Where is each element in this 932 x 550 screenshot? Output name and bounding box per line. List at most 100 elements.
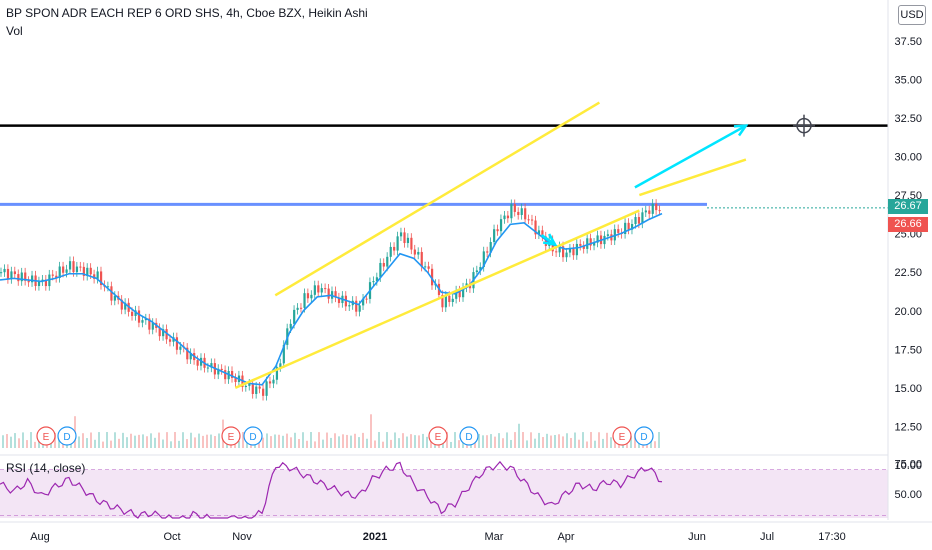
- candle-body: [389, 246, 392, 257]
- event-label: D: [465, 432, 472, 443]
- candle-body: [355, 300, 358, 312]
- event-circle: [221, 426, 241, 446]
- candle-body: [579, 243, 582, 246]
- candle-body: [575, 243, 579, 256]
- candle-body: [55, 275, 58, 278]
- candle-body: [62, 266, 65, 273]
- event-label: D: [63, 432, 70, 443]
- earnings-event-icon[interactable]: E: [221, 426, 241, 446]
- candle-body: [399, 232, 403, 237]
- volume-bar: [634, 433, 636, 448]
- volume-bar: [506, 432, 508, 448]
- volume-bar: [370, 414, 372, 448]
- candle-body: [510, 204, 513, 219]
- candle-body: [651, 203, 654, 214]
- volume-bar: [330, 437, 332, 448]
- candle-body: [634, 217, 637, 225]
- candle-body: [589, 238, 592, 246]
- volume-bar: [290, 437, 292, 448]
- y-tick-label: 17.50: [894, 344, 922, 356]
- volume-bar: [246, 441, 248, 448]
- x-tick-label: Nov: [232, 531, 252, 543]
- x-tick-label: Jun: [688, 531, 706, 543]
- candle-body: [196, 360, 199, 366]
- volume-bar: [182, 432, 184, 448]
- candle-body: [362, 298, 365, 306]
- candle-body: [530, 219, 534, 221]
- volume-bar: [598, 432, 600, 448]
- trendline: [234, 209, 640, 390]
- last-price-tag: 26.67: [888, 199, 928, 214]
- volume-bar: [94, 439, 96, 448]
- candle-body: [86, 267, 89, 276]
- candle-body: [603, 235, 606, 245]
- volume-bar: [282, 435, 284, 448]
- candle-body: [124, 302, 127, 310]
- earnings-event-icon[interactable]: E: [428, 426, 448, 446]
- earnings-event-icon[interactable]: E: [612, 426, 632, 446]
- arrow-head: [542, 233, 558, 247]
- candle-body: [10, 271, 13, 280]
- event-circle: [243, 426, 263, 446]
- candle-body: [248, 383, 251, 386]
- volume-bar: [210, 434, 212, 448]
- candle-body: [58, 266, 61, 278]
- volume-bar: [590, 432, 592, 448]
- candle-body: [317, 285, 320, 293]
- dividend-event-icon[interactable]: D: [634, 426, 654, 446]
- volume-bar: [558, 434, 560, 448]
- candle-body: [75, 266, 79, 273]
- dividend-event-icon[interactable]: D: [57, 426, 77, 446]
- candle-body: [17, 274, 20, 282]
- volume-bar: [186, 439, 188, 448]
- candle-body: [334, 291, 337, 298]
- currency-button[interactable]: USD: [898, 5, 926, 25]
- dividend-event-icon[interactable]: D: [459, 426, 479, 446]
- candle-body: [648, 210, 651, 214]
- volume-bar: [146, 436, 148, 448]
- candle-body: [275, 367, 279, 380]
- moving-average-line: [0, 212, 663, 386]
- candle-body: [427, 266, 430, 269]
- candle-body: [255, 386, 258, 394]
- rsi-tick-label: 50.00: [894, 489, 922, 501]
- x-tick-label: Jul: [760, 531, 774, 543]
- volume-bar: [10, 436, 12, 448]
- volume-bar: [414, 435, 416, 448]
- dividend-event-icon[interactable]: D: [243, 426, 263, 446]
- volume-bar: [606, 432, 608, 448]
- rsi-band: [0, 469, 888, 518]
- volume-bar: [266, 433, 268, 448]
- volume-bar: [578, 439, 580, 448]
- candle-body: [572, 248, 575, 256]
- candle-body: [448, 295, 451, 303]
- volume-bar: [402, 433, 404, 448]
- projection-arrow: [634, 124, 747, 189]
- volume-bar: [354, 433, 356, 448]
- volume-bar: [14, 433, 16, 448]
- candle-body: [82, 266, 85, 276]
- x-tick-label: Aug: [30, 531, 50, 543]
- candle-body: [475, 270, 479, 273]
- x-tick-label: Oct: [163, 531, 180, 543]
- volume-bar: [54, 432, 56, 448]
- trendline: [638, 158, 747, 197]
- candle-body: [489, 242, 492, 253]
- candle-body: [386, 256, 389, 267]
- candle-body: [496, 229, 499, 232]
- volume-bar: [106, 432, 108, 448]
- candle-body: [162, 329, 165, 337]
- candle-body: [72, 261, 75, 273]
- candle-body: [544, 236, 547, 246]
- volume-bar: [510, 439, 512, 448]
- candle-body: [299, 307, 303, 309]
- earnings-event-icon[interactable]: E: [36, 426, 56, 446]
- volume-bar: [126, 437, 128, 448]
- volume-bar: [110, 440, 112, 448]
- volume-bar: [586, 441, 588, 448]
- candle-body: [479, 266, 482, 271]
- candle-body: [541, 230, 544, 237]
- candle-body: [231, 370, 234, 378]
- volume-bar: [158, 432, 160, 448]
